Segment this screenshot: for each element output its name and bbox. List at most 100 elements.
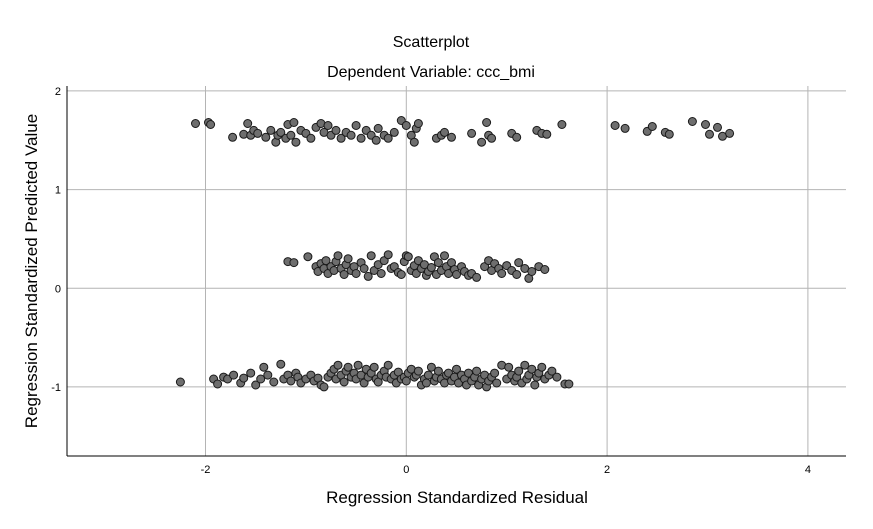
data-point	[440, 251, 449, 261]
data-point	[333, 251, 343, 261]
data-point	[664, 129, 674, 139]
data-point	[487, 133, 497, 143]
data-point	[321, 256, 331, 266]
x-tick-label: 2	[604, 464, 610, 476]
data-point	[482, 118, 492, 127]
data-point	[490, 368, 500, 378]
data-point	[373, 123, 383, 133]
data-point	[620, 123, 630, 133]
data-point	[228, 132, 238, 142]
data-point	[175, 377, 185, 387]
data-point	[409, 137, 419, 147]
data-point	[426, 362, 436, 372]
data-point	[547, 366, 557, 376]
x-axis-title: Regression Standardized Residual	[326, 488, 588, 507]
data-point	[229, 370, 239, 380]
data-point	[452, 364, 461, 374]
data-point	[530, 380, 540, 390]
chart-title: Scatterplot	[393, 34, 470, 51]
data-point	[289, 118, 299, 127]
data-point	[369, 362, 379, 372]
data-point	[472, 366, 482, 376]
data-point	[323, 121, 333, 130]
x-tick-label: 0	[403, 464, 409, 476]
scatter-points	[175, 116, 735, 392]
data-point	[376, 269, 386, 278]
axes	[66, 86, 846, 457]
data-point	[269, 377, 279, 387]
data-point	[492, 378, 502, 388]
data-point	[542, 129, 552, 139]
y-tick-label: 2	[55, 86, 61, 98]
data-point	[610, 121, 620, 130]
data-point	[497, 269, 507, 278]
data-point	[206, 120, 216, 129]
x-tick-labels: -2 0 2 4	[201, 464, 811, 476]
gridlines	[67, 86, 846, 456]
y-axis-title: Regression Standardized Predicted Value	[22, 114, 41, 428]
data-point	[331, 125, 341, 135]
data-point	[440, 127, 449, 137]
data-point	[246, 368, 256, 378]
data-point	[289, 258, 299, 268]
data-point	[514, 366, 524, 376]
data-point	[286, 130, 296, 140]
data-point	[353, 360, 363, 370]
data-point	[339, 377, 349, 387]
x-tick-label: 4	[805, 464, 811, 476]
data-point	[504, 362, 514, 372]
data-point	[540, 265, 550, 274]
data-point	[647, 122, 657, 131]
data-point	[403, 252, 413, 262]
data-point	[452, 270, 461, 279]
data-point	[359, 264, 369, 273]
data-point	[356, 133, 366, 143]
data-point	[421, 378, 431, 388]
data-point	[383, 360, 393, 370]
data-point	[433, 366, 443, 376]
data-point	[447, 132, 456, 142]
data-point	[366, 251, 376, 261]
data-point	[286, 376, 296, 386]
data-point	[701, 120, 710, 129]
data-point	[303, 252, 313, 262]
data-point	[266, 125, 276, 135]
data-point	[371, 135, 381, 145]
data-point	[426, 263, 436, 272]
data-point	[351, 269, 361, 278]
data-point	[527, 267, 537, 276]
data-point	[343, 254, 353, 264]
data-point	[389, 127, 399, 137]
data-point	[306, 133, 316, 143]
y-tick-label: 1	[55, 185, 61, 197]
data-point	[401, 376, 411, 386]
data-point	[512, 132, 522, 142]
data-point	[213, 379, 223, 389]
data-point	[472, 272, 482, 282]
y-tick-label: 0	[55, 283, 61, 295]
data-point	[333, 360, 343, 370]
data-point	[520, 360, 530, 370]
data-point	[725, 128, 735, 138]
data-point	[363, 271, 373, 281]
data-point	[346, 130, 356, 140]
data-point	[383, 133, 393, 143]
data-point	[512, 270, 522, 279]
data-point	[253, 128, 263, 138]
data-point	[291, 137, 301, 147]
data-point	[413, 366, 423, 376]
data-point	[713, 122, 722, 132]
data-point	[464, 368, 473, 378]
data-point	[514, 258, 524, 268]
x-tick-label: -2	[201, 464, 211, 476]
data-point	[251, 380, 261, 390]
data-point	[256, 374, 266, 384]
data-point	[343, 362, 353, 372]
data-point	[336, 133, 346, 143]
data-point	[239, 373, 249, 383]
data-point	[687, 117, 697, 126]
data-point	[243, 119, 253, 128]
data-point	[537, 362, 547, 372]
data-point	[339, 270, 349, 279]
